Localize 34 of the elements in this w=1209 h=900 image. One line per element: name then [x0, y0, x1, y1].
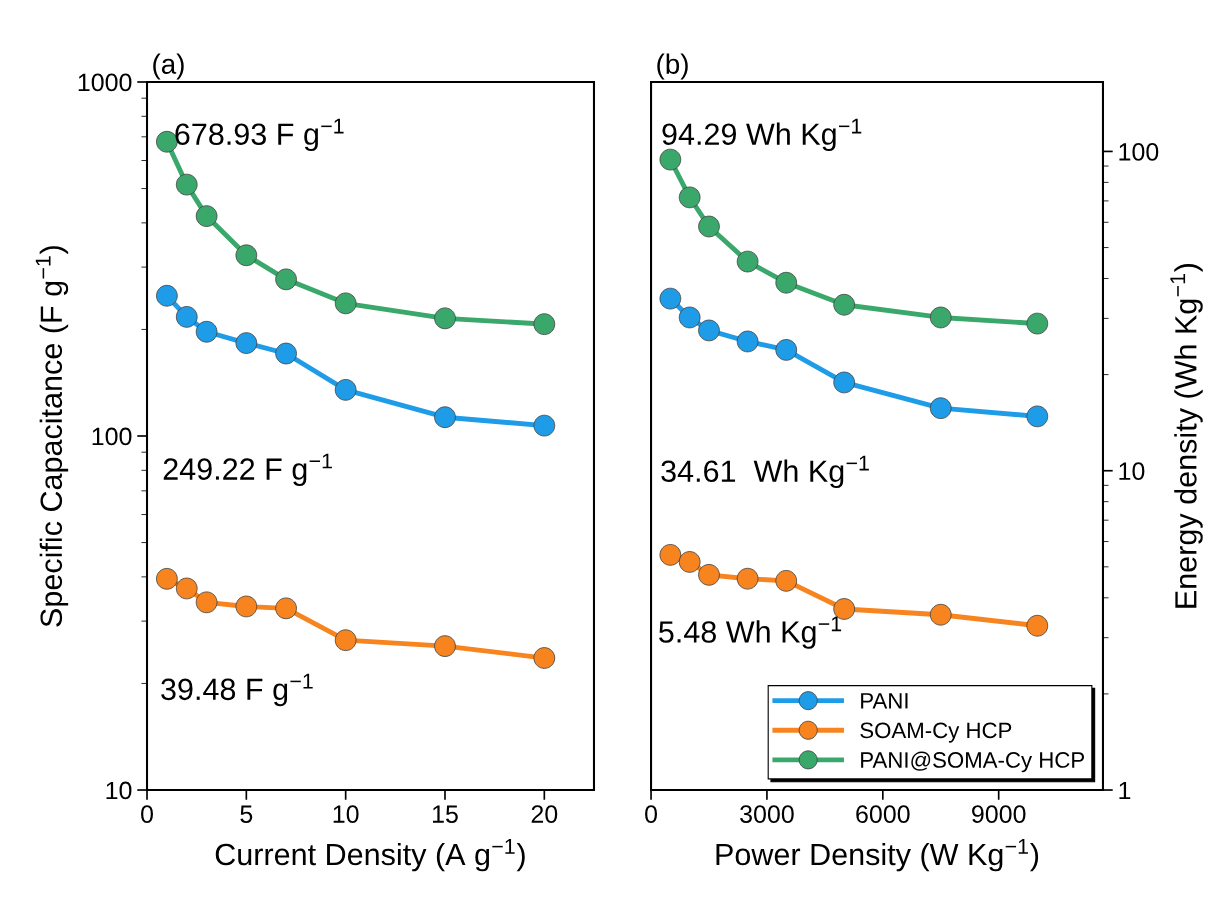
chart-title: (a) — [153, 53, 184, 80]
x-tick-label: 20 — [531, 805, 558, 823]
y-tick-label: 1000 — [78, 73, 132, 92]
y-tick-label: 100 — [92, 427, 132, 446]
x-axis-title: Current Density (A g$^{−1}$) — [215, 839, 525, 872]
legend-label: PANI — [861, 693, 908, 709]
x-axis-title: Power Density (W Kg$^{−1}$) — [716, 839, 1039, 872]
point — [929, 306, 952, 329]
x-tick-label: 6000 — [856, 805, 910, 823]
y-tick-label: 10 — [106, 781, 132, 800]
y-axis-title: Specific Capacitance (F g$^{−1}$) — [35, 246, 69, 627]
y2-tick-label: 10 — [1119, 462, 1145, 481]
x-tick-label: 0 — [141, 805, 153, 823]
y2-axis-title: Energy density (Wh Kg$^{−1}$) — [1170, 263, 1203, 608]
annotation: 34.61 Wh Kg$^{−1}$ — [661, 455, 869, 489]
annotation: 249.22 F g$^{−1}$ — [163, 453, 332, 486]
x-tick-label: 10 — [333, 805, 359, 823]
x-tick-label: 15 — [433, 805, 458, 823]
point — [678, 186, 701, 209]
annotation: 5.48 Wh Kg$^{−1}$ — [659, 616, 842, 649]
point — [235, 332, 258, 354]
chart-title: (b) — [657, 53, 688, 80]
point — [736, 250, 759, 273]
legend-label: SOAM-Cy HCP — [860, 722, 1012, 743]
annotation: 39.48 F g$^{−1}$ — [161, 673, 313, 707]
x-tick-label: 0 — [645, 805, 658, 823]
y2-tick-label: 1 — [1119, 781, 1131, 800]
legend-label: PANI@SOMA-Cy HCP — [861, 751, 1085, 773]
annotation: 94.29 Wh Kg$^{−1}$ — [662, 118, 862, 152]
y2-tick-label: 100 — [1119, 143, 1159, 161]
x-tick-label: 3000 — [740, 805, 794, 823]
x-tick-label: 9000 — [972, 805, 1026, 823]
x-tick-label: 5 — [240, 805, 253, 823]
annotation: 678.93 F g$^{−1}$ — [175, 118, 344, 152]
